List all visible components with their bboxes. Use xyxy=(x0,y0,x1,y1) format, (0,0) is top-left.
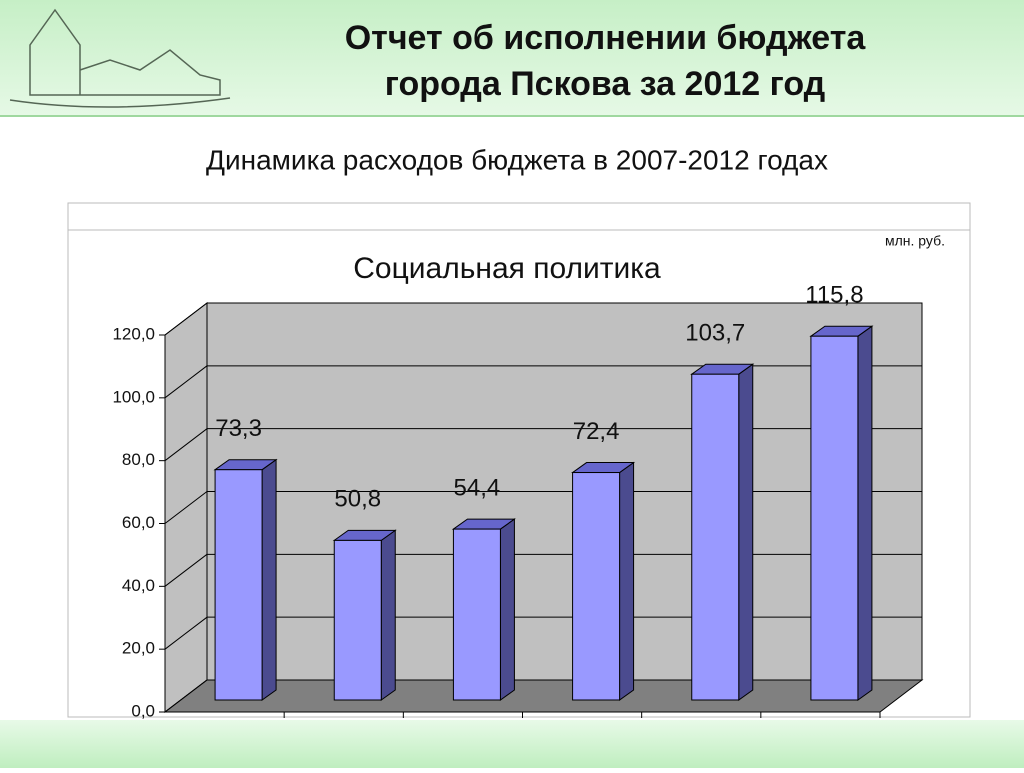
unit-label: млн. руб. xyxy=(885,233,945,249)
data-label: 103,7 xyxy=(685,320,745,347)
grid-line xyxy=(164,553,208,587)
grid-line xyxy=(164,491,208,524)
bar-side xyxy=(738,363,754,701)
slide-title-line: города Пскова за 2012 год xyxy=(385,65,826,103)
bar xyxy=(452,528,501,701)
grid-line xyxy=(164,365,208,399)
bar xyxy=(214,469,263,701)
bar-side xyxy=(857,325,873,701)
bar xyxy=(333,539,382,701)
footer-band xyxy=(0,720,1024,768)
subtitle: Динамика расходов бюджета в 2007-2012 го… xyxy=(206,144,828,175)
bar xyxy=(691,373,740,701)
grid-line xyxy=(164,302,208,336)
grid-line xyxy=(164,428,208,462)
bar xyxy=(810,335,859,701)
grid-line xyxy=(164,616,208,650)
y-tick-label: 80,0 xyxy=(122,450,155,469)
bar-side xyxy=(380,529,396,701)
chart-title: Социальная политика xyxy=(353,252,661,285)
bar-side xyxy=(261,458,277,701)
y-tick-label: 40,0 xyxy=(122,576,155,595)
data-label: 73,3 xyxy=(215,415,262,442)
y-tick-label: 0,0 xyxy=(131,701,155,720)
slide-title-line: Отчет об исполнении бюджета xyxy=(345,19,867,57)
data-label: 115,8 xyxy=(805,282,863,309)
bar xyxy=(572,472,621,701)
data-label: 50,8 xyxy=(334,486,381,513)
data-label: 72,4 xyxy=(573,418,620,445)
floor xyxy=(163,679,924,713)
castle-emblem xyxy=(9,8,231,108)
header-band xyxy=(0,0,1024,116)
bar-side xyxy=(619,461,635,701)
y-tick-label: 60,0 xyxy=(122,513,155,532)
y-tick-label: 120,0 xyxy=(112,324,155,343)
grid-line xyxy=(164,679,208,713)
data-label: 54,4 xyxy=(454,474,501,501)
bar-side xyxy=(499,518,515,701)
y-tick-label: 100,0 xyxy=(112,387,155,406)
y-tick-label: 20,0 xyxy=(122,639,155,658)
